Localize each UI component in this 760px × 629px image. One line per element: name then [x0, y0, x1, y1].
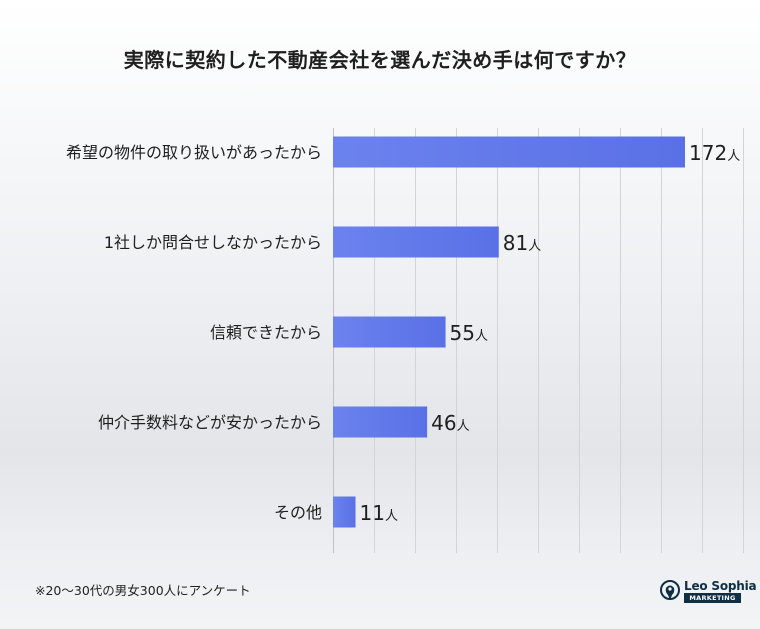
value-label: 11人: [360, 501, 398, 525]
bar: [333, 136, 685, 168]
footnote: ※20〜30代の男女300人にアンケート: [35, 583, 251, 598]
bar: [333, 406, 428, 438]
bar: [333, 226, 499, 258]
value-label: 172人: [689, 141, 740, 165]
bar: [333, 316, 446, 348]
lion-head-icon: [660, 580, 680, 600]
category-label: 仲介手数料などが安かったから: [98, 413, 322, 432]
chart-title: 実際に契約した不動産会社を選んだ決め手は何ですか？: [123, 48, 637, 72]
category-label: 信頼できたから: [210, 323, 322, 342]
category-label: 1社しか問合せしなかったから: [104, 233, 322, 252]
category-label: その他: [274, 503, 322, 522]
category-label: 希望の物件の取り扱いがあったから: [66, 143, 322, 162]
value-label: 46人: [431, 411, 469, 435]
bar: [333, 496, 356, 528]
brand-logo: Leo Sophia MARKETING: [660, 577, 757, 605]
logo-name: Leo Sophia: [684, 579, 757, 593]
value-label: 81人: [503, 231, 541, 255]
logo-tagline: MARKETING: [684, 593, 741, 603]
value-label: 55人: [450, 321, 488, 345]
